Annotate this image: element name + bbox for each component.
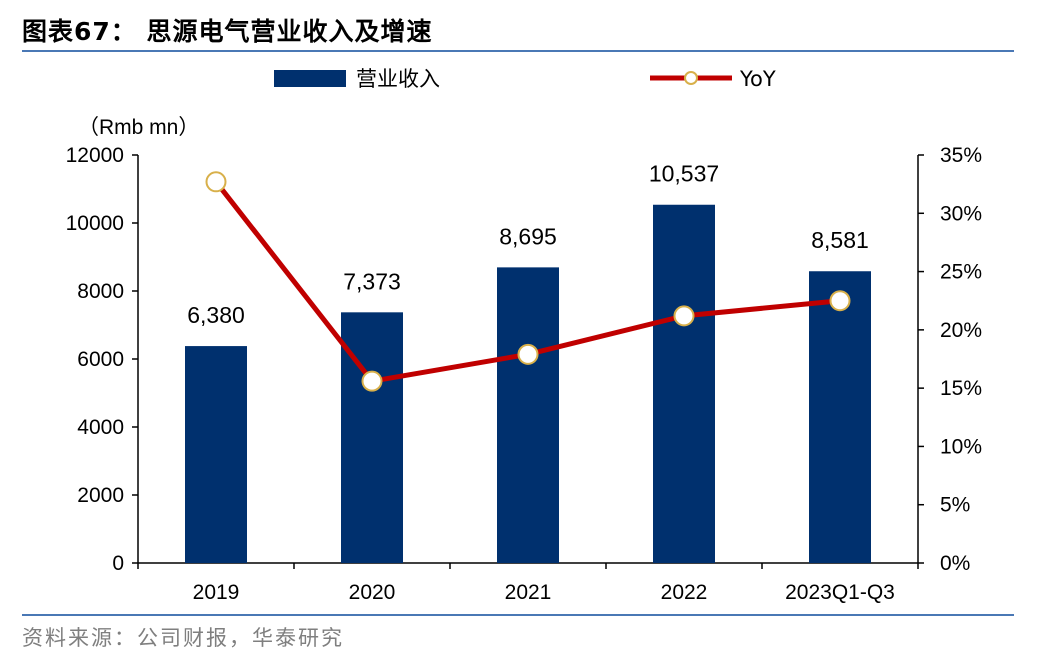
y-axis-left-label: （Rmb mn） [78,116,199,139]
x-tick-label: 2020 [349,581,396,604]
revenue-data-label: 10,537 [649,161,719,187]
revenue-data-label: 8,695 [499,223,557,249]
y-left-tick-label: 12000 [66,144,124,167]
x-tick-label: 2023Q1-Q3 [785,581,895,604]
y-left-tick-label: 0 [112,552,124,575]
x-tick-label: 2022 [661,581,708,604]
yoy-point [673,305,695,327]
legend-label-yoy: YoY [739,67,776,91]
y-right-tick-label: 30% [940,202,982,225]
yoy-point [361,370,383,392]
y-left-tick-label: 8000 [77,280,124,303]
revenue-data-label: 8,581 [811,227,869,253]
bars-group [185,204,871,563]
y-right-tick-label: 35% [940,144,982,167]
legend-swatch-revenue [274,70,346,87]
revenue-bar [497,267,559,563]
yoy-line-group [205,171,851,392]
revenue-data-label: 6,380 [187,302,245,328]
data-labels-group: 6,380 7,373 8,695 10,537 8,581 [187,161,869,328]
yoy-point [829,290,851,312]
yoy-point [517,343,539,365]
y-right-tick-label: 5% [940,494,970,517]
y-right-tick-label: 25% [940,261,982,284]
source-divider [22,614,1014,616]
legend-marker-yoy [684,71,698,85]
source-note: 资料来源：公司财报，华泰研究 [22,626,344,650]
y-left-tick-label: 2000 [77,484,124,507]
x-tick-label: 2021 [505,581,552,604]
y-right-tick-label: 15% [940,377,982,400]
revenue-bar [653,204,715,563]
y-left-tick-label: 10000 [66,212,124,235]
y-right-tick-label: 10% [940,435,982,458]
y-right-tick-label: 0% [940,552,970,575]
y-left-tick-label: 4000 [77,416,124,439]
figure-title: 图表67： 思源电气营业收入及增速 [22,17,433,46]
y-left-tick-label: 6000 [77,348,124,371]
chart-legend: 营业收入 YoY [274,67,776,91]
revenue-bar [809,271,871,563]
revenue-bar [185,346,247,563]
x-tick-label: 2019 [193,581,240,604]
yoy-point [205,171,227,193]
title-divider [22,50,1014,52]
y-right-tick-label: 20% [940,319,982,342]
legend-label-revenue: 营业收入 [356,67,440,91]
axes-group: 0 2000 4000 6000 8000 10000 12000 0% 5% 10% 15% 20%… [66,144,982,604]
revenue-data-label: 7,373 [343,268,401,294]
